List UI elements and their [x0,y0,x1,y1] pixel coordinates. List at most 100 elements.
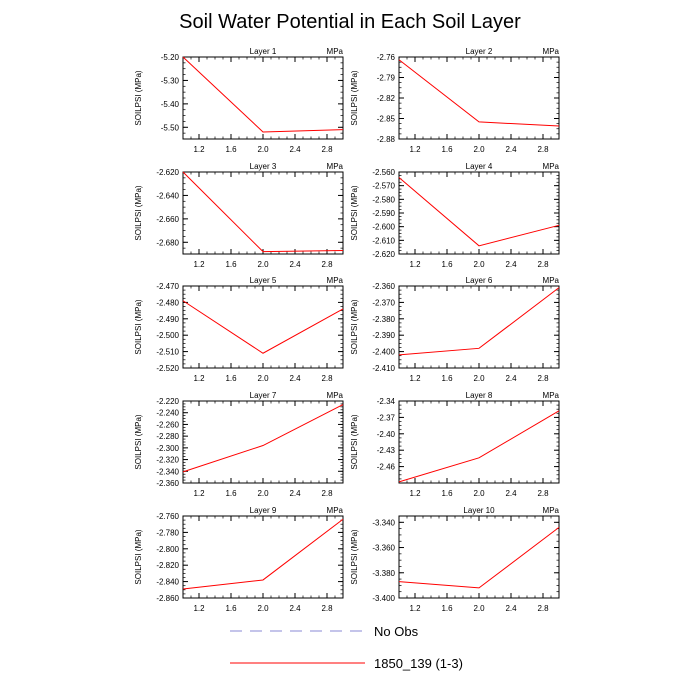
layer-1-panel: Layer 1 MPa SOILPSI (MPa) 1.2 1.6 2.0 2.4 2.8 -5… [134,47,344,154]
layer-6-title: Layer 6 [466,276,493,285]
layer-2-xtick-label: 1.6 [441,145,453,154]
layer-6-series-line [398,287,560,356]
layer-7-ytick-label: -2.320 [156,456,179,465]
layer-6-xaxis: 1.2 1.6 2.0 2.4 2.8 [398,286,560,383]
layer-10-ylabel: SOILPSI (MPa) [350,529,359,584]
layer-3-units: MPa [327,162,344,171]
layer-8-ytick-label: -2.34 [377,397,396,406]
layer-7-xtick-label: 2.0 [257,489,269,498]
layer-5-xaxis: 1.2 1.6 2.0 2.4 2.8 [182,286,344,383]
layer-9-xtick-label: 2.8 [321,604,333,613]
layer-8-ytick-label: -2.37 [377,413,396,422]
layer-8-panel: Layer 8 MPa SOILPSI (MPa) 1.2 1.6 2.0 2.4 2.8 -2… [350,391,560,498]
layer-1-units: MPa [327,47,344,56]
layer-3-ylabel: SOILPSI (MPa) [134,185,143,240]
layer-4-xtick-label: 1.2 [409,260,421,269]
layer-8-xaxis: 1.2 1.6 2.0 2.4 2.8 [398,401,560,498]
layer-4-yaxis: -2.560 -2.570 -2.580 -2.590 -2.600 -2.610 -2.6… [372,168,559,259]
layer-2-title: Layer 2 [466,47,493,56]
layer-1-title: Layer 1 [250,47,277,56]
layer-7-yaxis: -2.220 -2.240 -2.260 -2.280 -2.300 -2.320 -2.3… [156,397,343,488]
layer-7-xtick-label: 1.6 [225,489,237,498]
layer-7-ytick-label: -2.300 [156,444,179,453]
layer-8-xtick-label: 2.8 [537,489,549,498]
layer-3-xtick-label: 1.2 [193,260,205,269]
layer-3-ytick-label: -2.640 [156,191,179,200]
layer-6-xtick-label: 2.8 [537,374,549,383]
layer-4-xtick-label: 2.4 [505,260,517,269]
layer-5-frame [182,285,344,369]
layer-10-xtick-label: 2.0 [473,604,485,613]
layer-6-frame [398,285,560,369]
layer-1-ytick-label: -5.30 [161,76,180,85]
layer-8-xtick-label: 2.4 [505,489,517,498]
layer-2-xtick-label: 1.2 [409,145,421,154]
layer-8-series-line [398,410,560,483]
layer-8-xtick-label: 1.6 [441,489,453,498]
layer-10-ytick-label: -3.380 [372,569,395,578]
layer-2-xtick-label: 2.8 [537,145,549,154]
layer-5-xtick-label: 2.0 [257,374,269,383]
layer-6-xtick-label: 1.2 [409,374,421,383]
layer-3-ytick-label: -2.680 [156,238,179,247]
layer-7-title: Layer 7 [250,391,277,400]
layer-4-series-line [398,177,560,247]
layer-5-ylabel: SOILPSI (MPa) [134,299,143,354]
layer-10-xtick-label: 2.4 [505,604,517,613]
layer-1-yaxis: -5.20 -5.30 -5.40 -5.50 [161,53,343,140]
layer-10-xaxis: 1.2 1.6 2.0 2.4 2.8 [398,516,560,613]
layer-4-ytick-label: -2.580 [372,195,395,204]
layer-8-yaxis: -2.34 -2.37 -2.40 -2.43 -2.46 [377,397,559,484]
layer-9-xtick-label: 1.2 [193,604,205,613]
layer-9-ytick-label: -2.780 [156,528,179,537]
layer-3-xtick-label: 2.4 [289,260,301,269]
layer-7-ytick-label: -2.340 [156,467,179,476]
layer-4-ytick-label: -2.570 [372,182,395,191]
layer-9-ytick-label: -2.860 [156,594,179,603]
layer-10-yaxis: -3.340 -3.360 -3.380 -3.400 [372,515,559,603]
layer-10-series-line [398,526,560,589]
layer-2-ytick-label: -2.76 [377,53,396,62]
layer-1-xtick-label: 2.4 [289,145,301,154]
layer-7-series-line [182,404,344,473]
layer-6-units: MPa [543,276,560,285]
layer-9-title: Layer 9 [250,506,277,515]
layer-2-units: MPa [543,47,560,56]
figure-title: Soil Water Potential in Each Soil Layer [179,11,521,33]
layer-1-frame [182,56,344,140]
layer-9-yaxis: -2.760 -2.780 -2.800 -2.820 -2.840 -2.860 [156,512,343,603]
layer-9-xaxis: 1.2 1.6 2.0 2.4 2.8 [182,516,344,613]
layer-3-yaxis: -2.620 -2.640 -2.660 -2.680 [156,168,343,255]
layer-10-xtick-label: 1.6 [441,604,453,613]
layer-10-xtick-label: 1.2 [409,604,421,613]
layer-8-units: MPa [543,391,560,400]
layer-1-ytick-label: -5.50 [161,123,180,132]
legend-label-2: 1850_139 (1-3) [374,656,463,671]
layer-10-frame [398,515,560,599]
layer-3-xtick-label: 2.8 [321,260,333,269]
layer-2-series-line [398,59,560,127]
layer-4-ytick-label: -2.620 [372,250,395,259]
layer-8-ytick-label: -2.46 [377,463,396,472]
layer-5-ytick-label: -2.500 [156,331,179,340]
layer-6-ylabel: SOILPSI (MPa) [350,299,359,354]
layer-3-ytick-label: -2.620 [156,168,179,177]
layer-6-xtick-label: 2.0 [473,374,485,383]
layer-2-ytick-label: -2.88 [377,135,396,144]
layer-3-title: Layer 3 [250,162,277,171]
layer-9-ylabel: SOILPSI (MPa) [134,529,143,584]
layer-4-ytick-label: -2.610 [372,236,395,245]
layer-2-xaxis: 1.2 1.6 2.0 2.4 2.8 [398,57,560,154]
layer-5-xtick-label: 1.2 [193,374,205,383]
layer-4-ytick-label: -2.600 [372,223,395,232]
layer-9-xtick-label: 1.6 [225,604,237,613]
layer-4-ytick-label: -2.560 [372,168,395,177]
layer-5-series-line [182,300,344,354]
layer-1-xtick-label: 1.2 [193,145,205,154]
